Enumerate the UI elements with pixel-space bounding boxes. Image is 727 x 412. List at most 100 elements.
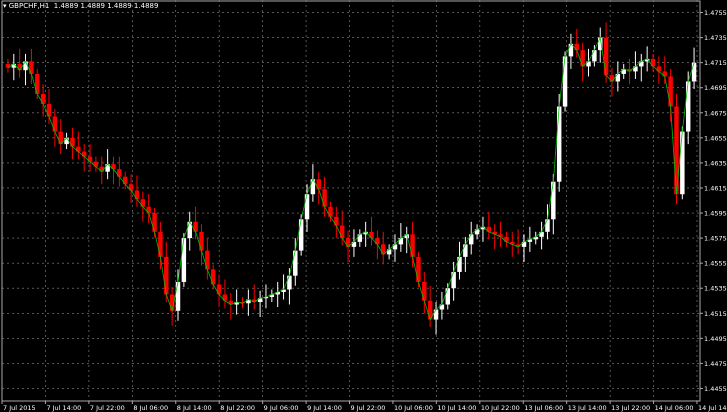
x-tick-label: 7 Jul 22:00 [90,404,125,412]
candle-body [52,116,58,132]
candle-body [463,244,468,257]
candle [351,229,357,257]
candle-body [205,250,210,270]
candle [539,221,544,250]
candle-body [633,66,638,72]
candle-body [474,229,480,235]
candle-body [58,131,63,145]
candle-body [117,169,122,177]
y-tick-label: 1.4675 [704,109,727,117]
candle [568,33,574,69]
x-tick-label: 7 Jul 14:00 [46,404,81,412]
candle-body [556,106,562,182]
chart-header: ▾ GBPCHF,H1 1.4889 1.4889 1.4889 1.4889 [3,2,158,10]
candle [216,274,222,308]
candle [316,171,321,205]
candle-body [504,236,509,242]
y-tick-label: 1.4595 [704,210,727,218]
candle [398,223,404,252]
candle-body [263,296,269,299]
candle-body [498,234,503,237]
candle [598,27,603,63]
candle [58,119,63,155]
candle [275,281,280,308]
candle [17,48,22,78]
candle [269,289,275,303]
candle [322,176,327,217]
candle [257,290,263,318]
candle-body [304,194,310,220]
candle-body [592,50,597,62]
series-line [7,36,695,321]
x-tick-label: 13 Jul 22:00 [611,404,650,412]
candle-body [627,68,632,72]
x-tick-label: 7 Jul 2015 [3,404,36,412]
candle [29,48,34,84]
candle-body [603,37,609,76]
candle [240,296,245,309]
candle [246,289,251,316]
candle-body [64,137,69,145]
candle-body [158,231,163,257]
candle [117,156,122,187]
candle [134,175,140,207]
candle [433,302,439,335]
candle-body [674,106,679,195]
candle [457,241,462,280]
y-tick-label: 1.4575 [704,235,727,243]
candle-body [93,161,99,167]
candle [293,238,298,286]
candle-body [70,137,75,147]
candle [386,244,392,260]
symbol-label: GBPCHF,H1 [8,2,50,10]
candle [205,238,210,280]
x-tick-label: 14 Jul 14:00 [698,404,727,412]
candle-body [386,249,392,255]
x-tick-label: 10 Jul 22:00 [481,404,520,412]
candle-body [598,37,603,51]
candle-body [486,226,492,232]
candle [621,63,626,79]
candle-body [298,219,304,251]
candle [64,132,69,150]
candle [128,174,134,204]
x-tick-label: 8 Jul 06:00 [133,404,168,412]
candle-body [451,271,456,289]
candle-body [23,61,28,71]
candle-body [240,302,245,304]
candle-body [685,81,691,132]
triangle-down-icon[interactable]: ▾ [3,2,7,10]
candle-body [5,63,11,68]
candle-body [551,181,556,220]
x-tick-label: 13 Jul 14:00 [568,404,607,412]
candle [46,88,52,125]
candle-body [381,244,386,255]
candle [480,216,486,242]
candle [586,48,591,77]
candle-body [375,238,380,245]
candle [11,53,17,81]
x-tick-label: 9 Jul 06:00 [264,404,299,412]
candle-body [457,256,462,272]
candle-body [521,241,527,247]
candle-body [539,231,544,237]
candle [328,201,333,222]
candle-body [392,244,398,250]
candle [609,67,615,97]
candle [122,171,128,190]
candle-body [169,294,175,311]
candle-body [410,234,415,257]
candle-body [468,234,474,245]
y-tick-label: 1.4615 [704,184,727,192]
candle [615,61,621,92]
candle-body [257,298,263,303]
y-tick-label: 1.4495 [704,335,727,343]
candle-body [580,50,585,67]
y-tick-label: 1.4695 [704,84,727,92]
candle-body [246,299,251,304]
candle-body [568,43,574,57]
candle [111,156,116,185]
candle-body [11,63,17,68]
